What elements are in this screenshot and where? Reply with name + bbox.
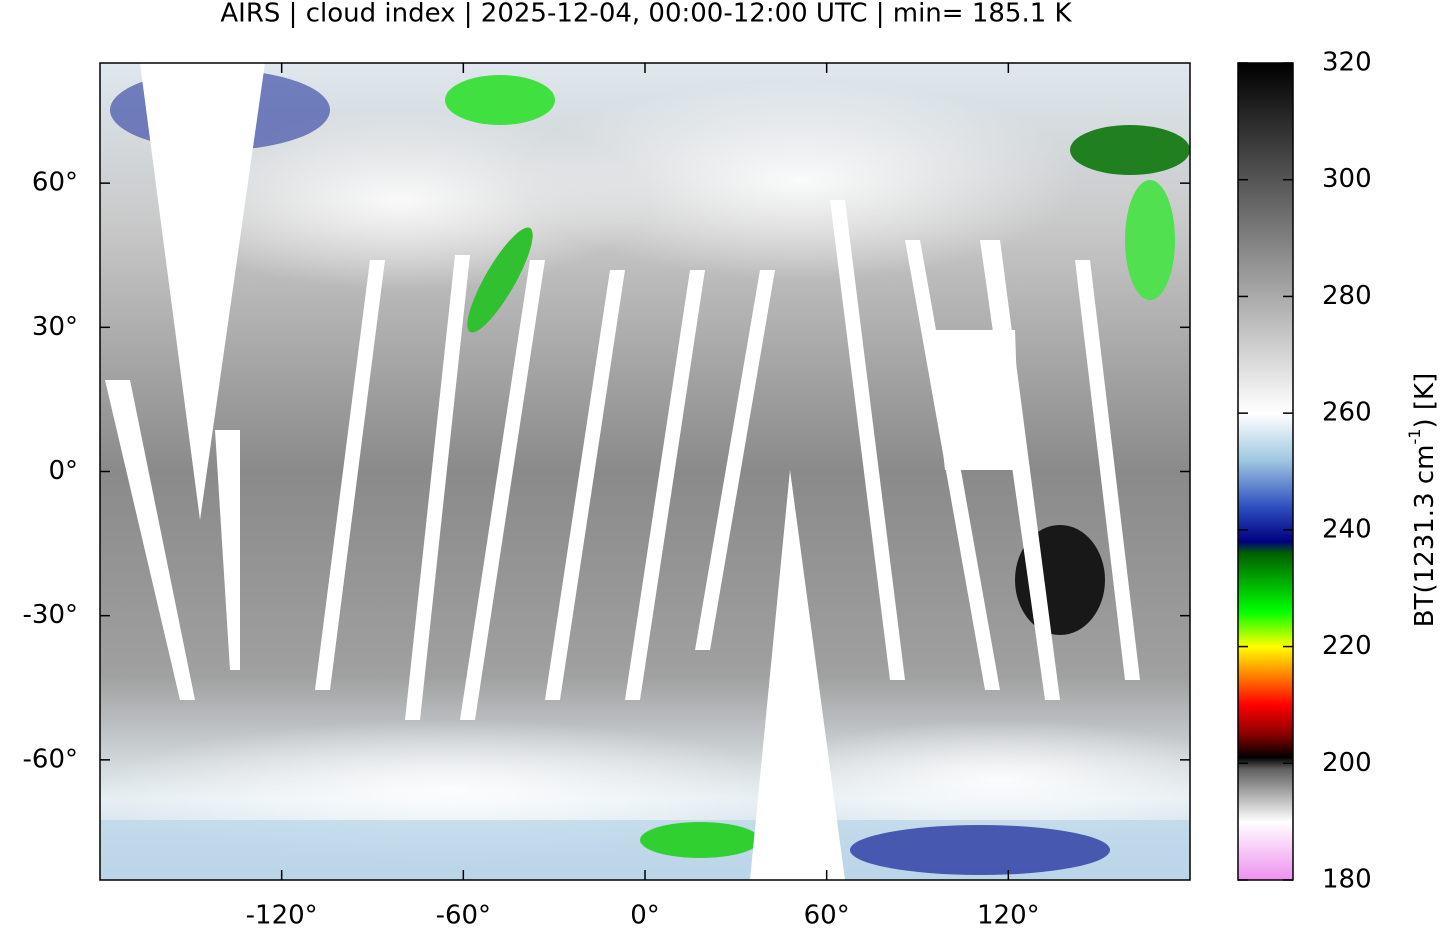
- y-tick-label: -60°: [23, 744, 78, 774]
- colorbar-tick-label: 280: [1322, 281, 1372, 311]
- map-image: [100, 63, 1190, 880]
- colorbar-tick-label: 260: [1322, 398, 1372, 428]
- chart-title: AIRS | cloud index | 2025-12-04, 00:00-1…: [220, 0, 1072, 29]
- x-tick-label: -60°: [436, 901, 491, 930]
- y-tick-label: 0°: [48, 456, 78, 486]
- x-tick-label: 120°: [977, 901, 1040, 930]
- colorbar-tick-label: 320: [1322, 48, 1372, 78]
- colorbar-tick-label: 220: [1322, 631, 1372, 661]
- colorbar-tick-label: 200: [1322, 748, 1372, 778]
- x-tick-label: 60°: [804, 901, 850, 930]
- y-tick-label: 30°: [32, 312, 78, 342]
- colorbar-label-text: ) [K]: [1410, 373, 1440, 429]
- y-tick-label: -30°: [23, 600, 78, 630]
- colorbar-label: BT(1231.3 cm-1) [K]: [1405, 373, 1440, 627]
- colorbar-tick-label: 300: [1322, 164, 1372, 194]
- colorbar-tick-label: 180: [1322, 865, 1372, 895]
- colorbar-label-exponent: -1: [1405, 429, 1424, 445]
- x-tick-label: -120°: [246, 901, 318, 930]
- x-tick-label: 0°: [630, 901, 660, 930]
- colorbar: [1237, 62, 1294, 881]
- colorbar-label-text: BT(1231.3 cm: [1410, 444, 1440, 627]
- y-tick-label: 60°: [32, 168, 78, 198]
- colorbar-tick-label: 240: [1322, 514, 1372, 544]
